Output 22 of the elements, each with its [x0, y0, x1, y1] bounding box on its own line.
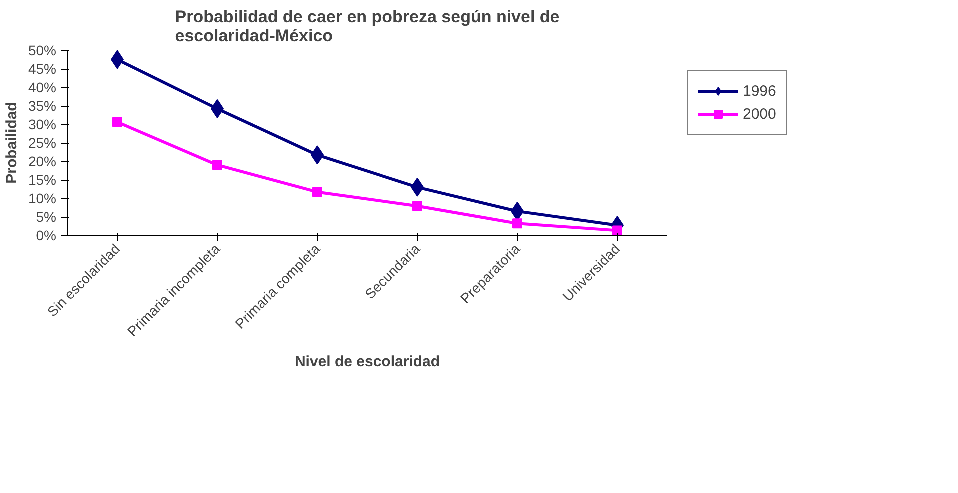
chart-title: Probabilidad de caer en pobreza según nivel de escolaridad-México — [175, 8, 560, 46]
y-tick-label: 45% — [28, 61, 57, 77]
y-axis-title: Probailidad — [3, 102, 20, 184]
x-axis-title: Nivel de escolaridad — [294, 353, 440, 370]
y-tick-label: 30% — [28, 116, 57, 132]
point — [112, 117, 122, 128]
y-tick-label: 5% — [36, 209, 56, 225]
y-tick-label: 10% — [28, 190, 57, 206]
point — [512, 218, 522, 229]
point — [212, 160, 222, 170]
point — [612, 226, 622, 236]
point — [312, 187, 322, 198]
y-tick-label: 25% — [28, 135, 57, 151]
y-tick-label: 35% — [28, 98, 57, 114]
y-tick-label: 50% — [28, 42, 57, 58]
y-tick-label: 0% — [36, 228, 56, 244]
y-tick-label: 15% — [28, 172, 57, 188]
legend-label: 2000 — [743, 106, 776, 122]
y-tick-label: 20% — [28, 154, 57, 170]
y-tick-label: 40% — [28, 80, 57, 96]
legend-label: 1996 — [743, 82, 776, 100]
point — [412, 201, 422, 212]
